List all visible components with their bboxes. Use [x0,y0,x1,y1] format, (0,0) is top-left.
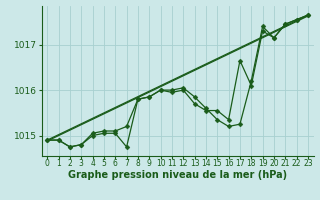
X-axis label: Graphe pression niveau de la mer (hPa): Graphe pression niveau de la mer (hPa) [68,170,287,180]
